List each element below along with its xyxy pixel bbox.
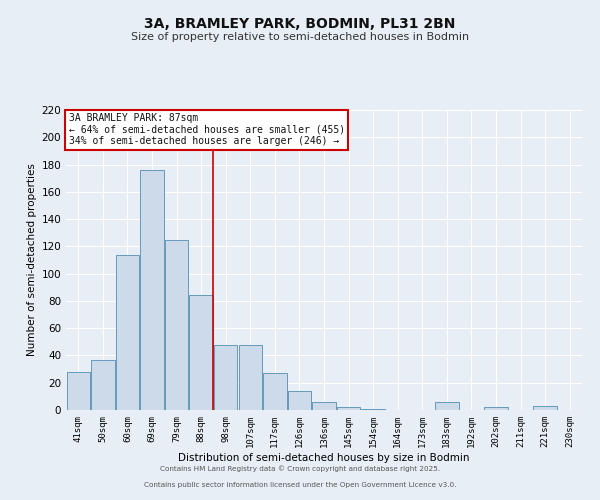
Bar — [337, 408, 360, 410]
Bar — [435, 402, 458, 410]
Bar — [91, 360, 115, 410]
Bar — [533, 406, 557, 410]
Text: 3A BRAMLEY PARK: 87sqm
← 64% of semi-detached houses are smaller (455)
34% of se: 3A BRAMLEY PARK: 87sqm ← 64% of semi-det… — [68, 113, 345, 146]
Bar — [484, 408, 508, 410]
Bar — [190, 296, 213, 410]
Bar — [140, 170, 164, 410]
Text: Size of property relative to semi-detached houses in Bodmin: Size of property relative to semi-detach… — [131, 32, 469, 42]
Bar — [263, 373, 287, 410]
Bar — [165, 240, 188, 410]
Bar — [116, 254, 139, 410]
X-axis label: Distribution of semi-detached houses by size in Bodmin: Distribution of semi-detached houses by … — [178, 452, 470, 462]
Bar — [67, 372, 90, 410]
Bar — [288, 391, 311, 410]
Text: 3A, BRAMLEY PARK, BODMIN, PL31 2BN: 3A, BRAMLEY PARK, BODMIN, PL31 2BN — [145, 18, 455, 32]
Text: Contains public sector information licensed under the Open Government Licence v3: Contains public sector information licen… — [144, 482, 456, 488]
Bar — [313, 402, 335, 410]
Text: Contains HM Land Registry data © Crown copyright and database right 2025.: Contains HM Land Registry data © Crown c… — [160, 466, 440, 472]
Y-axis label: Number of semi-detached properties: Number of semi-detached properties — [27, 164, 37, 356]
Bar — [214, 344, 238, 410]
Bar — [239, 344, 262, 410]
Bar — [361, 408, 385, 410]
